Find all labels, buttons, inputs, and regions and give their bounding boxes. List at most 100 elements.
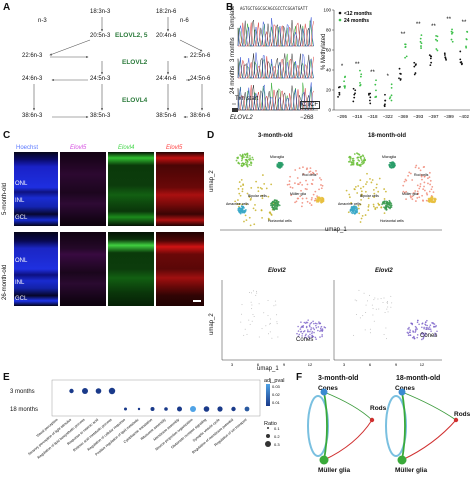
elovl-bg-1-28 bbox=[386, 308, 388, 310]
methyl-ytick-label-5: 100 bbox=[323, 8, 331, 13]
umap-pt-0-5-43 bbox=[241, 209, 244, 212]
methyl-ytick-label-1: 20 bbox=[326, 88, 332, 93]
umap-pt-1-4-37 bbox=[383, 200, 386, 203]
elovl-bg-1-36 bbox=[383, 297, 385, 299]
elovl-pt-0-13 bbox=[317, 326, 320, 328]
umap-pt-0-1-20 bbox=[309, 202, 311, 205]
elovl-pt-0-68 bbox=[321, 330, 323, 333]
elovl-xtick-1-1: 6 bbox=[369, 362, 372, 367]
elovl-bg-0-10 bbox=[274, 300, 276, 302]
elovl-pt-1-32 bbox=[421, 323, 423, 325]
umap-pt-1-4-17 bbox=[385, 206, 388, 209]
methyl-xtick-3: −322 bbox=[383, 114, 394, 119]
umap-pt-1-0-17 bbox=[375, 186, 378, 189]
umap-pt-1-4-29 bbox=[387, 206, 390, 209]
methyl-pt-24-5-2 bbox=[420, 47, 422, 49]
methyl-pt-24-1-3 bbox=[359, 81, 361, 84]
dot-term-3: Response to retinoic acid bbox=[66, 418, 99, 446]
umap-pt-0-0-48 bbox=[242, 184, 245, 187]
umap-pt-0-1-39 bbox=[300, 189, 302, 192]
umap-pt-1-0-48 bbox=[362, 185, 365, 188]
methyl-pt-24-7-0 bbox=[451, 40, 454, 43]
umap-pt-0-5-33 bbox=[243, 211, 246, 214]
n6-node-2: 20:4n-6 bbox=[156, 33, 177, 39]
umap-pt-0-2-16 bbox=[241, 158, 244, 160]
umap-pt-1-3-30 bbox=[391, 166, 394, 168]
umap-pt-0-1-56 bbox=[311, 179, 314, 181]
umap-pt-1-5-59 bbox=[352, 209, 355, 212]
umap-pt-1-0-50 bbox=[383, 212, 386, 215]
umap-pt-0-6-29 bbox=[322, 197, 325, 200]
umap-pt-1-0-53 bbox=[372, 203, 375, 206]
methyl-pt-24-2-0 bbox=[374, 83, 377, 86]
elovl-pt-1-67 bbox=[409, 329, 411, 332]
umap-pt-0-2-49 bbox=[245, 156, 248, 159]
elovl-pt-1-38 bbox=[434, 325, 437, 328]
umap-pt-1-1-59 bbox=[425, 192, 428, 194]
umap-pt-0-4-16 bbox=[276, 204, 279, 207]
umap-pt-0-6-4 bbox=[321, 197, 324, 200]
elovl-pt-1-20 bbox=[433, 325, 435, 328]
elovl-pt-0-73 bbox=[301, 325, 304, 328]
umap-pt-1-6-53 bbox=[434, 200, 437, 203]
methyl-pt-24-6-5 bbox=[434, 38, 437, 41]
umap-pt-1-4-21 bbox=[389, 207, 391, 210]
umap-pt-1-1-33 bbox=[420, 174, 423, 176]
umap-pt-0-1-32 bbox=[308, 171, 311, 173]
methyl-pt-24-6-0 bbox=[435, 34, 437, 37]
umap-pt-1-5-28 bbox=[352, 209, 355, 212]
umap-pt-0-6-30 bbox=[320, 199, 322, 202]
umap-pt-1-0-52 bbox=[345, 189, 348, 192]
methyl-pt-24-2-4 bbox=[375, 79, 377, 82]
txn-start-label: Txn start bbox=[235, 96, 259, 102]
umap-pt-0-6-59 bbox=[316, 200, 319, 202]
elovl-bg-0-39 bbox=[255, 294, 257, 296]
umap-pt-0-3-17 bbox=[280, 162, 283, 165]
methyl-pt-12-5-1 bbox=[413, 73, 416, 76]
umap-pt-1-0-13 bbox=[359, 179, 362, 182]
umap-pt-0-1-24 bbox=[320, 178, 323, 181]
umap-pt-1-3-13 bbox=[392, 165, 394, 168]
umap-pt-0-4-43 bbox=[272, 207, 274, 209]
layer-gcl-2: GCL bbox=[15, 296, 28, 302]
methyl-pt-12-0-1 bbox=[337, 95, 339, 98]
umap-pt-1-3-14 bbox=[393, 162, 396, 165]
umap-pt-0-4-18 bbox=[274, 201, 277, 203]
umap-pt-0-6-31 bbox=[318, 196, 320, 199]
umap-pt-0-5-58 bbox=[242, 205, 245, 208]
umap-pt-1-6-37 bbox=[431, 196, 434, 198]
umap-pt-1-1-43 bbox=[402, 190, 405, 193]
umap-pt-1-1-3 bbox=[410, 196, 412, 199]
umap-pt-1-6-51 bbox=[429, 198, 432, 201]
umap-pt-0-3-16 bbox=[278, 166, 281, 169]
umap-pt-0-4-53 bbox=[276, 204, 279, 207]
dot-18mo-10 bbox=[190, 406, 196, 412]
micro-r2-elovl4 bbox=[108, 232, 154, 306]
umap-pt-0-6-52 bbox=[318, 198, 320, 201]
f-title-3mo: 3-month-old bbox=[318, 375, 359, 382]
umap-pt-0-5-48 bbox=[240, 210, 243, 213]
methyl-pt-12-2-5 bbox=[368, 93, 370, 96]
elovl-pt-0-60 bbox=[319, 330, 321, 333]
umap-pt-1-0-24 bbox=[372, 205, 375, 208]
template-label: Template bbox=[230, 5, 236, 30]
umap-pt-1-1-4 bbox=[405, 179, 408, 182]
umap-pt-0-4-35 bbox=[272, 208, 275, 211]
elovl-pt-0-58 bbox=[299, 328, 302, 330]
umap-pt-1-1-46 bbox=[427, 182, 429, 185]
umap-pt-0-5-5 bbox=[243, 209, 245, 212]
panel-letter-f: F bbox=[296, 372, 303, 383]
elovl-pt-0-40 bbox=[320, 325, 323, 328]
elovl-bg-0-23 bbox=[241, 304, 243, 306]
methyl-pt-24-7-4 bbox=[450, 30, 453, 33]
umap-pt-1-1-42 bbox=[419, 183, 422, 185]
umap-pt-0-2-20 bbox=[241, 165, 244, 168]
methyl-pt-24-2-3 bbox=[375, 89, 377, 92]
umap-pt-0-4-28 bbox=[276, 199, 278, 202]
umap-pt-0-2-59 bbox=[246, 165, 249, 168]
methyl-pt-12-1-4 bbox=[354, 89, 357, 92]
umap-pt-0-5-55 bbox=[240, 205, 243, 208]
umap-pt-1-6-27 bbox=[431, 201, 434, 204]
umap-pt-0-6-12 bbox=[321, 201, 324, 203]
n6-node-5: 24:5n-6 bbox=[190, 76, 211, 82]
